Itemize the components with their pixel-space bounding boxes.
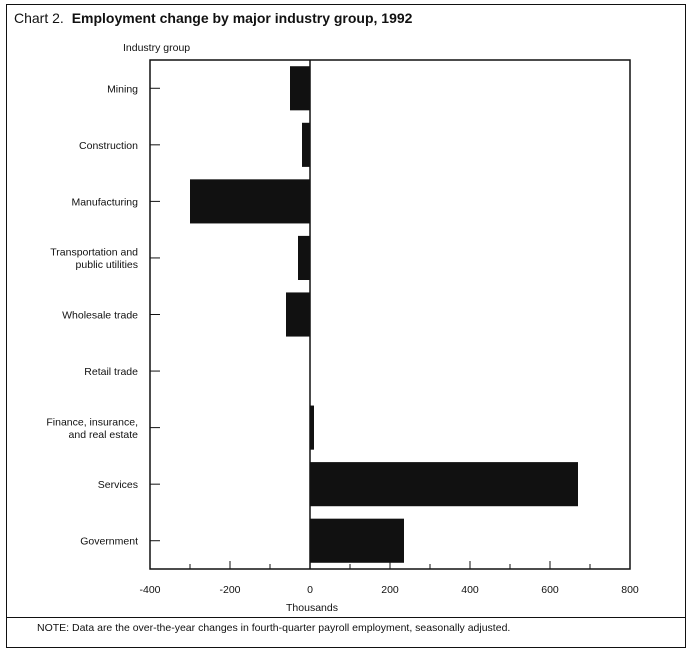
category-label: Manufacturing: [71, 196, 138, 208]
bar: [302, 122, 310, 167]
category-label: Mining: [107, 83, 138, 95]
y-axis-title: Industry group: [123, 42, 191, 54]
x-tick-label: 800: [621, 584, 639, 596]
category-label: Finance, insurance, and real estate: [46, 416, 138, 441]
bar: [290, 66, 310, 111]
category-label: Retail trade: [84, 366, 138, 378]
x-tick-label: 600: [541, 584, 559, 596]
x-tick-label: -400: [139, 584, 160, 596]
x-tick-label: 200: [381, 584, 399, 596]
category-label: Government: [80, 536, 138, 548]
category-label: Wholesale trade: [62, 310, 138, 322]
bar: [286, 292, 310, 337]
chart-frame: [6, 4, 686, 648]
category-label: Services: [98, 479, 138, 491]
chart-title-prefix: Chart 2.: [14, 10, 64, 26]
bar: [298, 235, 310, 281]
x-tick-label: 400: [461, 584, 479, 596]
chart-title: Chart 2. Employment change by major indu…: [14, 10, 412, 26]
chart-title-main: Employment change by major industry grou…: [71, 10, 413, 26]
bar: [190, 179, 310, 224]
bar: [310, 405, 314, 450]
x-axis-label: Thousands: [286, 602, 338, 614]
bar: [310, 462, 578, 507]
bar: [310, 518, 404, 563]
category-label: Transportation and public utilities: [50, 247, 138, 272]
x-tick-label: -200: [219, 584, 240, 596]
category-label: Construction: [79, 140, 138, 152]
footnote: NOTE: Data are the over-the-year changes…: [37, 622, 511, 634]
x-tick-label: 0: [307, 584, 313, 596]
note-divider: [6, 617, 686, 618]
